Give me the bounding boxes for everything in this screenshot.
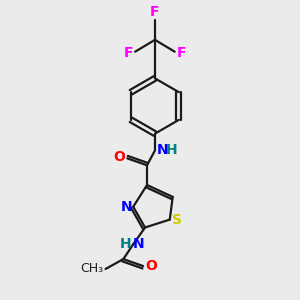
Text: F: F <box>177 46 186 60</box>
Text: F: F <box>124 46 133 60</box>
Text: S: S <box>172 213 182 226</box>
Text: N: N <box>121 200 132 214</box>
Text: O: O <box>113 150 125 164</box>
Text: H: H <box>166 143 177 158</box>
Text: H: H <box>120 237 131 251</box>
Text: N: N <box>133 237 145 251</box>
Text: N: N <box>157 143 169 158</box>
Text: F: F <box>150 5 160 19</box>
Text: O: O <box>145 259 157 273</box>
Text: CH₃: CH₃ <box>80 262 104 275</box>
